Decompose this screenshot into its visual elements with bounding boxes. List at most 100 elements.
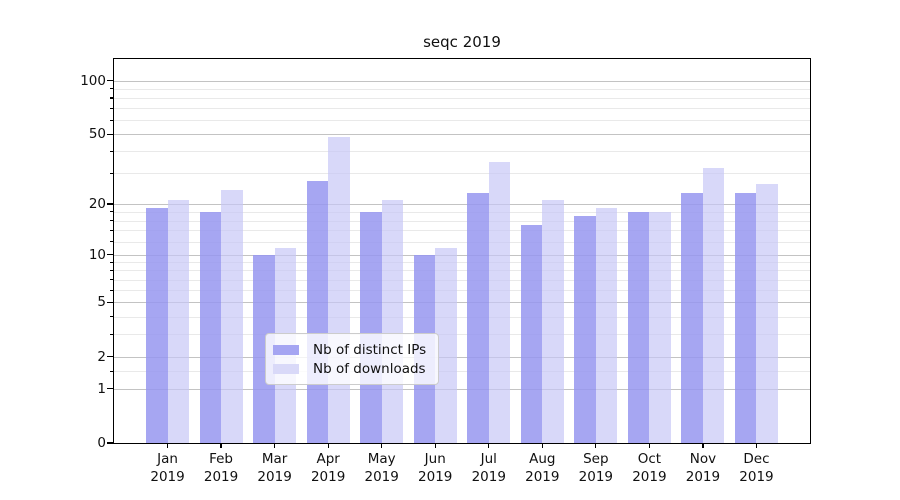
y-tick-10	[107, 254, 113, 256]
x-tick-label-Dec: Dec 2019	[739, 450, 773, 486]
bar-downloads-Jun	[435, 247, 457, 443]
gridline-minor-9	[114, 262, 810, 264]
gridline-major-50	[114, 134, 810, 136]
x-tick-Jul	[488, 443, 490, 448]
x-tick-month-Jul: Jul	[480, 451, 497, 467]
gridline-major-5	[114, 302, 810, 304]
bar-downloads-Sep	[595, 207, 618, 443]
y-tick-label-0: 0	[97, 435, 106, 451]
x-tick-label-Jul: Jul 2019	[472, 450, 506, 486]
bar-ips-Sep	[574, 216, 596, 443]
x-tick-month-Aug: Aug	[529, 451, 556, 467]
x-tick-label-Oct: Oct 2019	[632, 450, 666, 486]
gridline-major-1	[114, 388, 810, 390]
legend-label-downloads: Nb of downloads	[313, 360, 426, 377]
x-tick-Nov	[702, 443, 704, 448]
y-tick-label-10: 10	[88, 246, 106, 263]
y-minor-tick-40	[110, 150, 114, 153]
x-tick-Aug	[541, 443, 543, 448]
gridline-minor-8	[114, 270, 810, 272]
gridline-minor-6	[114, 290, 810, 292]
y-minor-tick-9	[110, 261, 114, 263]
bar-ips-May	[360, 211, 382, 443]
legend-swatch-downloads	[273, 363, 299, 374]
bar-downloads-Dec	[756, 184, 778, 443]
x-tick-label-Mar: Mar 2019	[257, 450, 291, 486]
y-tick-100	[107, 80, 113, 82]
bar-downloads-Nov	[702, 168, 725, 443]
x-tick-year-Sep: 2019	[578, 469, 614, 485]
gridline-minor-80	[114, 97, 810, 99]
y-tick-2	[107, 356, 113, 358]
bar-downloads-Aug	[542, 200, 564, 443]
y-tick-label-50: 50	[88, 126, 106, 143]
x-tick-month-Sep: Sep	[583, 451, 609, 467]
x-tick-label-Sep: Sep 2019	[579, 450, 613, 486]
x-tick-month-Jan: Jan	[157, 451, 178, 467]
x-tick-label-Nov: Nov 2019	[686, 450, 720, 486]
gridline-minor-12	[114, 241, 810, 243]
x-tick-year-Mar: 2019	[257, 469, 292, 485]
bar-ips-Jan	[146, 207, 168, 443]
bar-downloads-Jan	[167, 200, 190, 443]
gridline-minor-7	[114, 279, 810, 281]
y-minor-tick-90	[110, 88, 114, 90]
x-tick-year-Aug: 2019	[525, 469, 560, 485]
x-tick-Jan	[166, 443, 169, 448]
x-tick-year-Jan: 2019	[150, 469, 185, 485]
y-minor-tick-8	[110, 269, 114, 272]
plot-area: 100 50 20 10 5 2 1 0 Jan 2019 Feb 2019 Mar 2019 Apr 201…	[80, 58, 811, 485]
x-tick-year-Jul: 2019	[471, 469, 506, 485]
gridline-minor-40	[114, 151, 810, 153]
gridline-major-10	[114, 254, 810, 256]
gridline-minor-30	[114, 173, 810, 175]
x-tick-year-Dec: 2019	[739, 469, 774, 485]
y-minor-tick-12	[110, 241, 114, 243]
y-minor-tick-7	[110, 279, 114, 281]
x-tick-month-Nov: Nov	[689, 451, 717, 467]
y-tick-5	[107, 301, 113, 303]
y-tick-label-20: 20	[88, 195, 106, 212]
y-minor-tick-60	[110, 119, 114, 121]
y-minor-tick-30	[110, 172, 114, 175]
bar-ips-Oct	[627, 211, 650, 443]
y-minor-tick-80	[110, 97, 114, 99]
x-tick-year-Apr: 2019	[310, 469, 346, 485]
x-tick-Mar	[274, 443, 276, 448]
bar-ips-Feb	[199, 211, 222, 443]
gridline-minor-90	[114, 88, 810, 90]
gridline-minor-1.5	[114, 371, 810, 373]
y-minor-tick-6	[110, 289, 114, 291]
y-tick-50	[107, 133, 113, 135]
y-minor-tick-4	[110, 316, 114, 318]
y-tick-20	[107, 203, 113, 205]
gridline-minor-18	[114, 211, 810, 213]
x-tick-month-Oct: Oct	[637, 451, 662, 467]
gridline-minor-4	[114, 316, 810, 318]
y-tick-1	[107, 387, 113, 390]
x-tick-year-Nov: 2019	[685, 469, 721, 485]
gridline-minor-60	[114, 120, 810, 122]
gridline-minor-16	[114, 220, 810, 222]
bar-ips-Dec	[734, 193, 757, 443]
x-tick-year-Feb: 2019	[203, 469, 239, 485]
bar-downloads-May	[381, 200, 404, 443]
y-minor-tick-3	[110, 333, 114, 335]
x-tick-May	[381, 443, 383, 448]
gridline-minor-3	[114, 334, 810, 336]
y-minor-tick-1.5	[110, 370, 114, 372]
bar-downloads-Jul	[488, 161, 511, 443]
bar-ips-Mar	[253, 254, 275, 443]
y-tick-label-2: 2	[97, 348, 106, 365]
x-tick-label-Feb: Feb 2019	[204, 450, 238, 486]
bar-ips-Apr	[306, 181, 329, 443]
y-minor-tick-70	[110, 107, 114, 109]
x-tick-Feb	[220, 443, 222, 448]
bar-ips-Aug	[520, 225, 543, 443]
x-tick-year-May: 2019	[364, 469, 399, 485]
bar-downloads-Apr	[328, 137, 350, 443]
legend-label-distinct-ips: Nb of distinct IPs	[313, 341, 427, 358]
x-tick-year-Oct: 2019	[632, 469, 667, 485]
bar-ips-Nov	[681, 193, 703, 443]
